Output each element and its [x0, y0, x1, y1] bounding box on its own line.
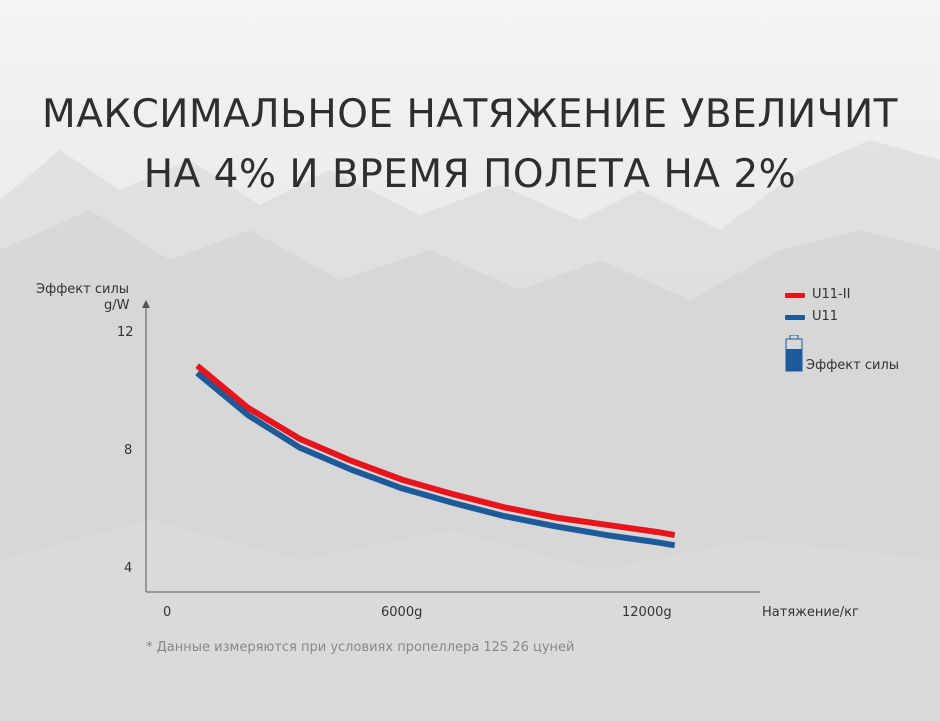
y-tick-label: 8: [124, 443, 133, 458]
footnote: * Данные измеряются при условиях пропелл…: [146, 640, 575, 655]
y-axis-arrow: [142, 300, 150, 308]
series-line-u11: [195, 370, 676, 549]
legend-label-u11-ii: U11-II: [812, 287, 851, 302]
x-axis-label: Натяжение/кг: [762, 605, 859, 620]
legend-label-u11: U11: [812, 309, 839, 324]
x-tick-label: 0: [163, 605, 172, 620]
y-tick-label: 4: [124, 561, 133, 576]
x-tick-label: 12000g: [622, 605, 672, 620]
page-title-line-1: МАКСИМАЛЬНОЕ НАТЯЖЕНИЕ УВЕЛИЧИТ: [42, 92, 898, 137]
x-tick-label: 6000g: [381, 605, 423, 620]
series-line-u11-ii: [195, 363, 676, 539]
y-axis-unit: g/W: [104, 298, 130, 313]
y-tick-label: 12: [117, 325, 134, 340]
legend-metric-label: Эффект силы: [806, 358, 900, 373]
y-axis-label: Эффект силы: [36, 282, 130, 297]
legend-swatch-u11-ii: [785, 293, 805, 298]
page-title-line-2: НА 4% И ВРЕМЯ ПОЛЕТА НА 2%: [143, 152, 797, 197]
legend-swatch-u11: [785, 315, 805, 320]
battery-icon: [785, 335, 803, 372]
